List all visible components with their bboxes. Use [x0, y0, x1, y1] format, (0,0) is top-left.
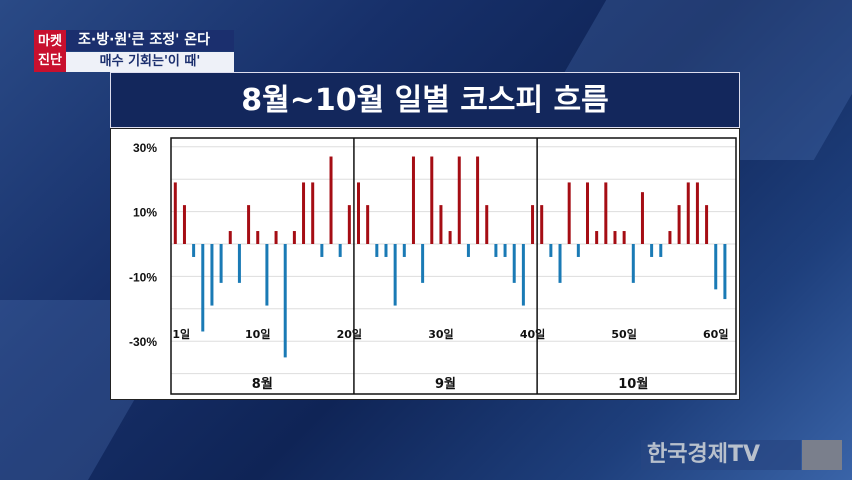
x-tick-label: 30일	[428, 327, 453, 341]
bar-day-31	[448, 231, 452, 244]
bar-day-37	[503, 244, 507, 257]
headline-caption: 조·방·원'큰 조정' 온다	[66, 30, 234, 51]
badge-line: 마켓	[38, 34, 62, 49]
x-tick-label: 60일	[703, 327, 728, 341]
bar-day-46	[586, 182, 589, 244]
bar-day-47	[595, 231, 599, 244]
bar-day-38	[512, 244, 516, 283]
bar-day-34	[476, 156, 480, 244]
bar-day-41	[540, 205, 544, 244]
bar-day-23	[375, 244, 379, 257]
bar-day-28	[421, 244, 425, 283]
logo-block	[802, 440, 842, 470]
sub-caption: 매수 기회는'이 때'	[66, 52, 234, 72]
x-tick-label: 40일	[520, 327, 545, 341]
channel-logo: 한국경제TV	[641, 440, 801, 470]
bar-day-18	[329, 156, 333, 244]
plot-frame	[170, 137, 737, 395]
bar-day-24	[384, 244, 388, 257]
bar-day-33	[466, 244, 470, 257]
bar-day-29	[430, 156, 434, 244]
segment-badge: 마켓 진단	[34, 30, 66, 72]
bar-day-11	[265, 244, 269, 306]
bar-day-45	[576, 244, 580, 257]
month-label: 8월	[252, 376, 273, 392]
bar-day-40	[531, 205, 535, 244]
bar-day-49	[613, 231, 617, 244]
bar-day-7	[228, 231, 232, 244]
bar-day-1	[173, 182, 177, 244]
chart-panel: 30% 10% -10% -30% 1일 10일 20일 30일 40일 50일 60일 8월 9월 10…	[110, 128, 740, 400]
bar-day-12	[274, 231, 278, 244]
bar-day-44	[567, 182, 571, 244]
bar-day-60	[714, 244, 718, 290]
bar-day-15	[302, 182, 306, 244]
bar-day-50	[622, 231, 626, 244]
bar-day-32	[457, 156, 461, 244]
bar-day-5	[210, 244, 214, 306]
x-tick-label: 10일	[245, 327, 270, 341]
bar-day-52	[640, 192, 644, 244]
bar-day-10	[256, 231, 260, 244]
bar-day-30	[439, 205, 443, 244]
bar-day-39	[521, 244, 525, 306]
bar-day-36	[494, 244, 498, 257]
bar-day-19	[338, 244, 342, 257]
x-tick-label: 20일	[337, 327, 362, 341]
bar-day-58	[695, 182, 699, 244]
bar-day-6	[219, 244, 223, 283]
bar-day-13	[283, 244, 287, 358]
bar-day-54	[659, 244, 663, 257]
bar-day-25	[393, 244, 397, 306]
bar-day-35	[485, 205, 489, 244]
month-label: 9월	[435, 376, 456, 392]
bar-day-48	[604, 182, 608, 244]
x-tick-label: 50일	[611, 327, 636, 341]
bar-day-8	[237, 244, 241, 283]
bar-day-26	[402, 244, 406, 257]
bar-day-4	[201, 244, 205, 332]
bar-day-55	[668, 231, 672, 244]
x-tick-label: 1일	[172, 327, 190, 341]
bar-day-42	[549, 244, 553, 257]
bar-day-27	[411, 156, 415, 244]
bar-day-17	[320, 244, 324, 257]
bar-day-20	[347, 205, 351, 244]
bar-day-22	[366, 205, 370, 244]
bar-day-61	[723, 244, 727, 300]
kospi-daily-bar-chart: 30% 10% -10% -30% 1일 10일 20일 30일 40일 50일 60일 8월 9월 10…	[129, 137, 737, 395]
bar-day-16	[311, 182, 315, 244]
bar-day-2	[182, 205, 186, 244]
month-label: 10월	[618, 376, 648, 392]
bar-day-59	[705, 205, 709, 244]
bar-day-9	[247, 205, 251, 244]
y-tick-label: -10%	[129, 270, 157, 284]
bar-day-43	[558, 244, 562, 283]
bar-day-21	[357, 182, 360, 244]
y-tick-label: 30%	[133, 141, 157, 155]
bar-day-14	[292, 231, 296, 244]
bar-day-3	[192, 244, 196, 257]
y-tick-label: -30%	[129, 335, 157, 349]
bar-day-56	[677, 205, 681, 244]
bar-day-53	[650, 244, 654, 257]
bar-day-51	[631, 244, 635, 283]
bar-day-57	[686, 182, 690, 244]
y-tick-label: 10%	[133, 206, 157, 220]
chart-title: 8월~10월 일별 코스피 흐름	[110, 72, 740, 128]
badge-line: 진단	[38, 53, 62, 68]
